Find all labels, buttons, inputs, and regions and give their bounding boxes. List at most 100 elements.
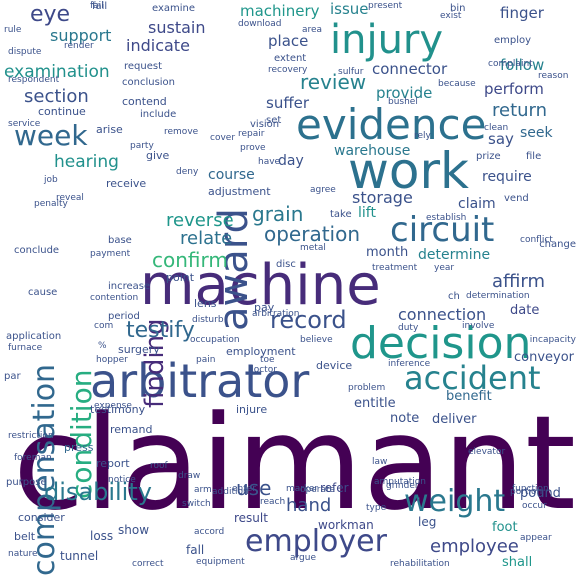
word-circuit: circuit bbox=[390, 210, 495, 250]
word-establish: establish bbox=[426, 213, 467, 223]
word-cause: cause bbox=[28, 287, 58, 298]
word-function: function bbox=[512, 484, 549, 494]
word-sustain: sustain bbox=[148, 18, 206, 37]
word-disability: disability bbox=[44, 478, 152, 506]
word-fall: fall bbox=[186, 543, 205, 557]
word-employer: employer bbox=[245, 524, 387, 559]
word-job: job bbox=[44, 175, 58, 185]
word-storage: storage bbox=[352, 188, 413, 207]
word-pay: pay bbox=[254, 301, 275, 314]
word-exist: exist bbox=[440, 11, 462, 21]
word-arbitration: arbitration bbox=[252, 309, 300, 319]
word-belt: belt bbox=[14, 530, 36, 543]
word-press: press bbox=[64, 441, 94, 454]
word-include: include bbox=[140, 109, 177, 120]
word-expense: expense bbox=[94, 401, 132, 411]
word-problem: problem bbox=[348, 383, 386, 393]
word-device: device bbox=[316, 359, 353, 372]
word-involve: involve bbox=[462, 321, 495, 331]
word-present: present bbox=[368, 1, 403, 11]
word-conclude: conclude bbox=[14, 245, 60, 256]
word-notice: notice bbox=[108, 475, 136, 485]
word-report: report bbox=[96, 457, 130, 470]
word-accident: accident bbox=[404, 359, 541, 397]
word-period: period bbox=[108, 311, 140, 322]
word-contention: contention bbox=[90, 293, 139, 303]
word-argue: argue bbox=[290, 553, 317, 563]
word-area: area bbox=[302, 25, 323, 35]
word-application: application bbox=[6, 331, 62, 342]
word-seek: seek bbox=[520, 125, 553, 141]
word-confirm: confirm bbox=[152, 248, 228, 272]
word-equipment: equipment bbox=[196, 557, 245, 567]
word-say: say bbox=[488, 130, 514, 148]
word-pound: pound bbox=[520, 486, 561, 501]
word-review: review bbox=[300, 70, 367, 94]
word-determine: determine bbox=[418, 247, 491, 263]
word-relate: relate bbox=[180, 228, 233, 249]
word-give: give bbox=[146, 149, 170, 162]
word-injure: injure bbox=[236, 403, 268, 416]
word-switch: switch bbox=[182, 499, 211, 509]
word-section: section bbox=[24, 86, 89, 107]
word-complaint: complaint bbox=[488, 59, 533, 69]
word-work: work bbox=[348, 142, 469, 200]
word-conclusion: conclusion bbox=[122, 77, 176, 88]
word-use: use bbox=[236, 476, 272, 500]
word-compensation: compensation bbox=[27, 363, 62, 576]
word-set: set bbox=[266, 115, 282, 126]
word-arise: arise bbox=[96, 123, 123, 136]
word-lens: lens bbox=[194, 297, 217, 310]
word-party: party bbox=[130, 141, 154, 151]
word-rule: rule bbox=[4, 25, 22, 35]
word-clean: clean bbox=[484, 123, 509, 133]
word-disc: disc bbox=[276, 259, 296, 270]
word-penalty: penalty bbox=[34, 199, 68, 209]
word-deliver: deliver bbox=[432, 412, 477, 427]
word-believe: believe bbox=[300, 335, 333, 345]
word-bin: bin bbox=[450, 3, 466, 14]
word-duty: duty bbox=[398, 323, 419, 333]
word-type: type bbox=[366, 503, 387, 513]
word-machinery: machinery bbox=[240, 2, 320, 20]
word-testimony: testimony bbox=[90, 403, 146, 416]
word-appear: appear bbox=[520, 533, 552, 543]
word-grinder: grinder bbox=[386, 481, 419, 491]
word-course: course bbox=[208, 167, 255, 183]
word-leg: leg bbox=[418, 515, 437, 529]
word-elevator: elevator bbox=[468, 447, 506, 457]
word-doctor: doctor bbox=[248, 365, 277, 375]
word-issue: issue bbox=[330, 0, 369, 18]
word-claim: claim bbox=[458, 196, 496, 212]
word-foot: foot bbox=[492, 520, 518, 535]
word-provide: provide bbox=[376, 84, 433, 102]
word-suffer: suffer bbox=[266, 94, 310, 112]
word-note: note bbox=[390, 411, 420, 426]
word-vend: vend bbox=[504, 193, 529, 204]
word-fail: fail bbox=[92, 1, 108, 12]
word-sulfur: sulfur bbox=[338, 67, 364, 77]
word-vision: vision bbox=[250, 119, 280, 130]
word-toe: toe bbox=[260, 355, 275, 365]
word-file: file bbox=[526, 151, 542, 162]
word-par: par bbox=[4, 371, 21, 382]
word-day: day bbox=[278, 153, 304, 169]
word-change: change bbox=[539, 239, 576, 250]
word-support: support bbox=[50, 26, 112, 45]
word-remove: remove bbox=[164, 127, 199, 137]
word-conflict: conflict bbox=[520, 235, 553, 245]
word-hopper: hopper bbox=[96, 355, 128, 365]
word-decision: decision bbox=[350, 318, 532, 369]
word-contend: contend bbox=[122, 95, 167, 108]
word-extent: extent bbox=[274, 53, 307, 64]
word-marker: marker bbox=[286, 484, 319, 494]
word-portion: portion bbox=[510, 487, 543, 497]
word-restriction: restriction bbox=[8, 431, 54, 441]
word-prize: prize bbox=[476, 151, 501, 162]
word-occupation: occupation bbox=[190, 335, 240, 345]
word-record: record bbox=[270, 306, 347, 334]
word-treatment: treatment bbox=[372, 263, 418, 273]
word-continue: continue bbox=[38, 105, 86, 118]
word-render: render bbox=[64, 41, 94, 51]
word-base: base bbox=[108, 235, 132, 246]
